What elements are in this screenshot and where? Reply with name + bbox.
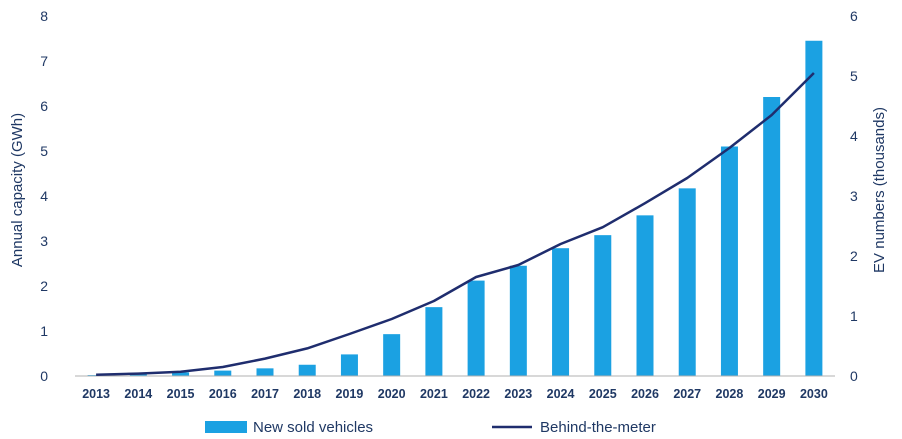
bar-2029	[763, 97, 781, 376]
x-tick-label: 2022	[462, 387, 490, 401]
left-tick-label: 0	[40, 368, 48, 384]
bar-2017	[256, 368, 274, 376]
bar-2019	[340, 354, 358, 376]
right-tick-label: 4	[850, 128, 858, 144]
x-tick-label: 2018	[293, 387, 321, 401]
left-tick-label: 5	[40, 143, 48, 159]
legend: New sold vehicles Behind-the-meter	[205, 419, 656, 436]
right-axis-title: EV numbers (thousands)	[871, 107, 888, 273]
x-tick-label: 2015	[167, 387, 195, 401]
right-axis-ticks: 0 1 2 3 4 5 6	[850, 8, 858, 384]
bar-2027	[678, 188, 696, 376]
left-tick-label: 2	[40, 278, 48, 294]
x-tick-label: 2013	[82, 387, 110, 401]
line-series-behind-the-meter	[96, 72, 815, 377]
right-tick-label: 6	[850, 8, 858, 24]
x-tick-label: 2020	[378, 387, 406, 401]
left-tick-label: 4	[40, 188, 48, 204]
x-tick-label: 2030	[800, 387, 828, 401]
right-tick-label: 1	[850, 308, 858, 324]
left-tick-label: 8	[40, 8, 48, 24]
x-tick-label: 2025	[589, 387, 617, 401]
bar-2015	[172, 372, 190, 376]
x-tick-label: 2023	[504, 387, 532, 401]
left-axis-title: Annual capacity (GWh)	[9, 113, 26, 267]
x-tick-label: 2019	[336, 387, 364, 401]
x-tick-label: 2026	[631, 387, 659, 401]
bar-2021	[425, 307, 443, 376]
legend-swatch-new-sold-vehicles	[205, 421, 247, 433]
legend-label-new-sold-vehicles: New sold vehicles	[253, 419, 373, 436]
left-tick-label: 3	[40, 233, 48, 249]
bar-2018	[298, 364, 316, 376]
x-tick-label: 2024	[547, 387, 575, 401]
right-tick-label: 2	[850, 248, 858, 264]
right-tick-label: 3	[850, 188, 858, 204]
right-tick-label: 5	[850, 68, 858, 84]
left-tick-label: 7	[40, 53, 48, 69]
left-tick-label: 1	[40, 323, 48, 339]
right-tick-label: 0	[850, 368, 858, 384]
bar-2016	[214, 370, 232, 376]
bar-2020	[383, 334, 401, 376]
bar-2024	[552, 248, 570, 376]
x-tick-label: 2014	[124, 387, 152, 401]
bar-2030	[805, 40, 823, 376]
left-tick-label: 6	[40, 98, 48, 114]
x-tick-label: 2029	[758, 387, 786, 401]
x-tick-label: 2016	[209, 387, 237, 401]
left-axis-ticks: 0 1 2 3 4 5 6 7 8	[40, 8, 48, 384]
bar-2014	[129, 373, 147, 376]
x-tick-label: 2028	[716, 387, 744, 401]
bar-2022	[467, 280, 485, 376]
x-tick-label: 2027	[673, 387, 701, 401]
bar-2025	[594, 235, 612, 376]
x-axis-ticks: 2013 2014 2015 2016 2017 2018 2019 2020 2021 2022…	[82, 387, 828, 401]
x-tick-label: 2017	[251, 387, 279, 401]
bar-2023	[509, 265, 527, 376]
legend-label-behind-the-meter: Behind-the-meter	[540, 419, 656, 436]
bar-2028	[720, 146, 738, 376]
bar-2026	[636, 215, 654, 376]
x-tick-label: 2021	[420, 387, 448, 401]
bar-series	[87, 40, 823, 376]
